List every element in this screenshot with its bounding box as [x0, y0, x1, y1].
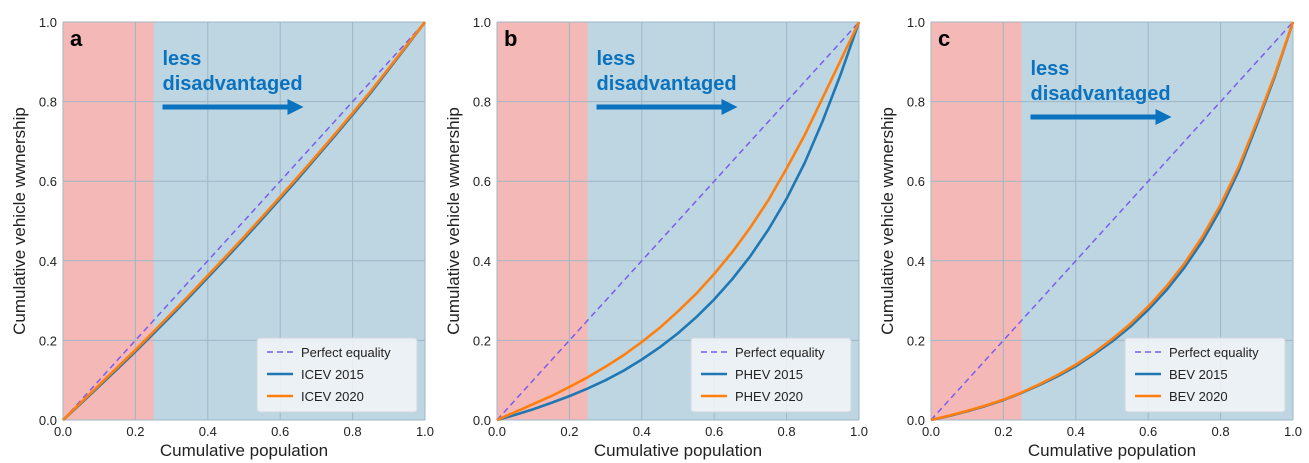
x-tick-label: 0.4 — [1067, 424, 1085, 439]
y-axis-label: Cumulative vehicle wwnership — [878, 107, 897, 335]
x-tick-label: 0.0 — [922, 424, 940, 439]
y-tick-label: 0.2 — [473, 333, 491, 348]
annotation-line-1: less — [1031, 58, 1070, 80]
y-tick-label: 0.8 — [473, 95, 491, 110]
y-tick-label: 0.4 — [907, 254, 925, 269]
legend-label: ICEV 2015 — [301, 367, 364, 382]
x-tick-label: 0.4 — [199, 424, 217, 439]
legend-label: PHEV 2015 — [735, 367, 803, 382]
x-tick-label: 1.0 — [416, 424, 434, 439]
annotation-line-2: disadvantaged — [597, 73, 737, 95]
legend-box — [256, 337, 418, 413]
y-tick-label: 1.0 — [473, 15, 491, 30]
legend-label: BEV 2020 — [1169, 389, 1228, 404]
annotation-line-2: disadvantaged — [163, 73, 303, 95]
annotation-arrow-head — [1155, 109, 1172, 125]
x-tick-label: 0.6 — [1139, 424, 1157, 439]
series-line-phev-2020 — [496, 21, 861, 422]
x-tick-label: 0.8 — [1212, 424, 1230, 439]
x-axis-label: Cumulative population — [594, 441, 762, 460]
y-axis-label: Cumulative vehicle wwnership — [444, 107, 463, 335]
legend-box — [690, 337, 852, 413]
legend-label: PHEV 2020 — [735, 389, 803, 404]
x-tick-label: 0.6 — [271, 424, 289, 439]
annotation-line-1: less — [597, 48, 636, 70]
y-tick-label: 0.8 — [39, 95, 57, 110]
annotation-line-1: less — [163, 48, 202, 70]
panel-letter: b — [504, 26, 517, 51]
x-tick-label: 0.6 — [705, 424, 723, 439]
x-tick-label: 1.0 — [850, 424, 868, 439]
x-tick-label: 0.8 — [778, 424, 796, 439]
y-tick-label: 0.0 — [39, 413, 57, 428]
legend-label: Perfect equality — [1169, 345, 1259, 360]
annotation-arrow-head — [287, 99, 304, 115]
x-tick-label: 0.0 — [488, 424, 506, 439]
y-tick-label: 0.6 — [39, 174, 57, 189]
legend-label: BEV 2015 — [1169, 367, 1228, 382]
y-tick-label: 0.2 — [907, 333, 925, 348]
legend-label: Perfect equality — [301, 345, 391, 360]
x-axis-label: Cumulative population — [160, 441, 328, 460]
annotation-line-2: disadvantaged — [1031, 83, 1171, 105]
annotation-arrow-head — [721, 99, 738, 115]
legend: Perfect equality BEV 2015 BEV 2020 — [1124, 337, 1286, 413]
chart-panel-b: 0.0 0.2 0.4 0.6 0.8 1.0 0.0 0.2 0.4 0.6 0.8 1.0 Cumu… — [444, 15, 868, 460]
disadvantaged-region — [931, 22, 1022, 420]
series-line-icev-2020 — [62, 21, 427, 421]
y-axis-label: Cumulative vehicle wwnership — [10, 107, 29, 335]
y-tick-label: 0.0 — [907, 413, 925, 428]
y-tick-label: 0.6 — [473, 174, 491, 189]
legend-label: Perfect equality — [735, 345, 825, 360]
x-tick-label: 0.2 — [126, 424, 144, 439]
y-tick-label: 0.6 — [907, 174, 925, 189]
chart-panel-a: 0.0 0.2 0.4 0.6 0.8 1.0 0.0 0.2 0.4 0.6 0.8 1.0 Cumu… — [10, 15, 434, 460]
y-tick-label: 0.0 — [473, 413, 491, 428]
legend: Perfect equality PHEV 2015 PHEV 2020 — [690, 337, 852, 413]
y-tick-label: 1.0 — [39, 15, 57, 30]
series-line-bev-2020 — [930, 21, 1295, 422]
panel-letter: c — [938, 26, 950, 51]
panel-letter: a — [70, 26, 83, 51]
x-tick-label: 0.4 — [633, 424, 651, 439]
y-tick-label: 0.2 — [39, 333, 57, 348]
disadvantaged-region — [63, 22, 154, 420]
y-tick-label: 1.0 — [907, 15, 925, 30]
x-tick-label: 0.2 — [560, 424, 578, 439]
disadvantaged-region — [497, 22, 588, 420]
legend-box — [1124, 337, 1286, 413]
y-tick-label: 0.4 — [39, 254, 57, 269]
chart-panel-c: 0.0 0.2 0.4 0.6 0.8 1.0 0.0 0.2 0.4 0.6 0.8 1.0 Cumu… — [878, 15, 1302, 460]
series-line-phev-2015 — [496, 21, 861, 422]
x-tick-label: 0.0 — [54, 424, 72, 439]
legend-label: ICEV 2020 — [301, 389, 364, 404]
y-tick-label: 0.4 — [473, 254, 491, 269]
y-tick-label: 0.8 — [907, 95, 925, 110]
x-tick-label: 0.2 — [994, 424, 1012, 439]
x-axis-label: Cumulative population — [1028, 441, 1196, 460]
legend: Perfect equality ICEV 2015 ICEV 2020 — [256, 337, 418, 413]
x-tick-label: 0.8 — [344, 424, 362, 439]
x-tick-label: 1.0 — [1284, 424, 1302, 439]
